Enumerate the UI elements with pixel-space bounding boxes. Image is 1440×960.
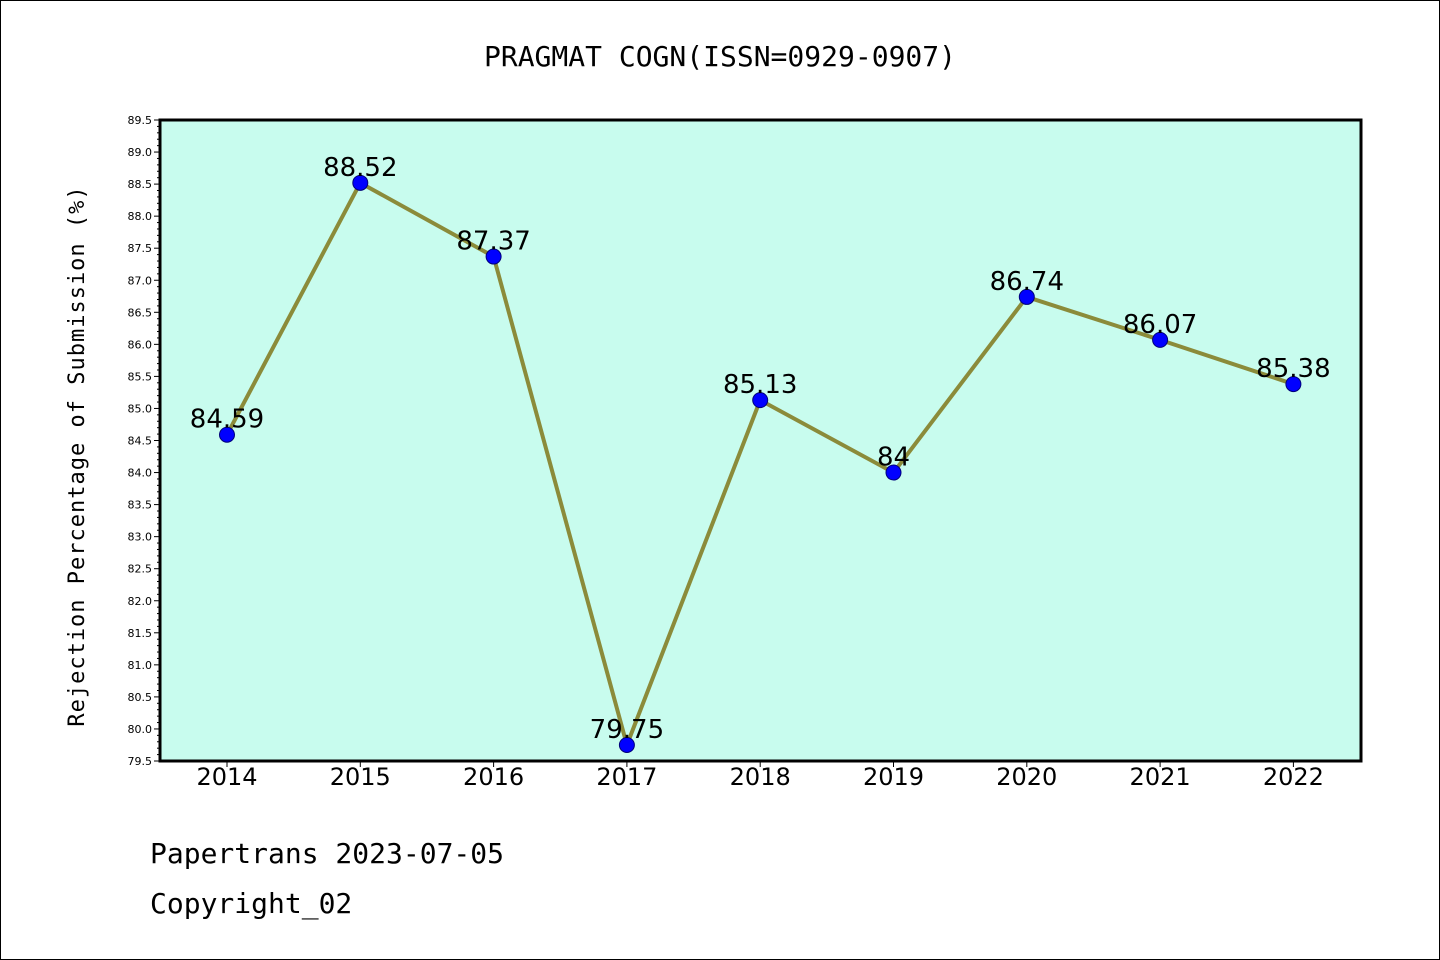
y-tick-label: 89.5 [128, 114, 153, 127]
y-tick-label: 88.5 [128, 178, 153, 191]
data-point-marker [352, 174, 369, 191]
y-axis-ticks: 79.5 80.0 80.5 81.0 81.5 82.0 82.5 83.0 83.5 84.0… [128, 114, 160, 768]
data-point-marker [1018, 288, 1035, 305]
data-series: 84.59 88.52 87.37 79.75 85.13 84 86.74 86.07 85.… [190, 153, 1331, 753]
data-label: 79.75 [590, 715, 664, 745]
y-tick-label: 82.5 [128, 563, 153, 576]
data-point-marker [885, 464, 902, 481]
data-point-marker [618, 736, 635, 753]
x-tick-label: 2019 [863, 763, 924, 791]
x-tick-label: 2022 [1263, 763, 1324, 791]
y-tick-label: 88.0 [128, 210, 153, 223]
data-point-marker [1152, 331, 1169, 348]
x-tick-label: 2014 [196, 763, 257, 791]
data-point-marker [485, 248, 502, 265]
x-tick-label: 2018 [730, 763, 791, 791]
data-label: 85.13 [723, 370, 797, 400]
data-label: 86.74 [990, 267, 1064, 297]
data-label: 84.59 [190, 405, 264, 435]
chart-title: PRAGMAT COGN(ISSN=0929-0907) [484, 40, 956, 73]
data-point-marker [752, 392, 769, 409]
y-tick-label: 83.5 [128, 499, 153, 512]
data-label: 85.38 [1256, 354, 1330, 384]
footer-date: Papertrans 2023-07-05 [150, 837, 504, 870]
data-label: 86.07 [1123, 310, 1197, 340]
y-tick-label: 89.0 [128, 146, 153, 159]
y-tick-label: 80.5 [128, 691, 153, 704]
y-tick-label: 87.0 [128, 274, 153, 287]
y-tick-label: 82.0 [128, 595, 153, 608]
data-point-marker [1285, 376, 1302, 393]
plot-area [158, 118, 1363, 763]
data-label: 84 [877, 443, 910, 473]
y-tick-label: 87.5 [128, 242, 153, 255]
data-label: 87.37 [456, 227, 530, 257]
x-tick-label: 2017 [596, 763, 657, 791]
y-tick-label: 86.5 [128, 306, 153, 319]
x-tick-label: 2016 [463, 763, 524, 791]
y-tick-label: 83.0 [128, 531, 153, 544]
y-axis-label: Rejection Percentage of Submission (%) [65, 185, 90, 726]
y-tick-label: 86.0 [128, 338, 153, 351]
data-label: 88.52 [323, 153, 397, 183]
x-tick-label: 2021 [1130, 763, 1191, 791]
x-axis-ticks: 2014 2015 2016 2017 2018 2019 2020 2021 2022 [196, 761, 1324, 791]
y-tick-label: 81.0 [128, 659, 153, 672]
y-tick-label: 85.0 [128, 402, 153, 415]
footer-copyright: Copyright_02 [150, 887, 352, 921]
x-tick-label: 2020 [996, 763, 1057, 791]
x-tick-label: 2015 [330, 763, 391, 791]
y-tick-label: 79.5 [128, 755, 153, 768]
y-tick-label: 81.5 [128, 627, 153, 640]
y-tick-label: 84.5 [128, 435, 153, 448]
y-tick-label: 84.0 [128, 467, 153, 480]
y-tick-label: 85.5 [128, 370, 153, 383]
y-tick-label: 80.0 [128, 723, 153, 736]
data-point-marker [219, 426, 235, 443]
